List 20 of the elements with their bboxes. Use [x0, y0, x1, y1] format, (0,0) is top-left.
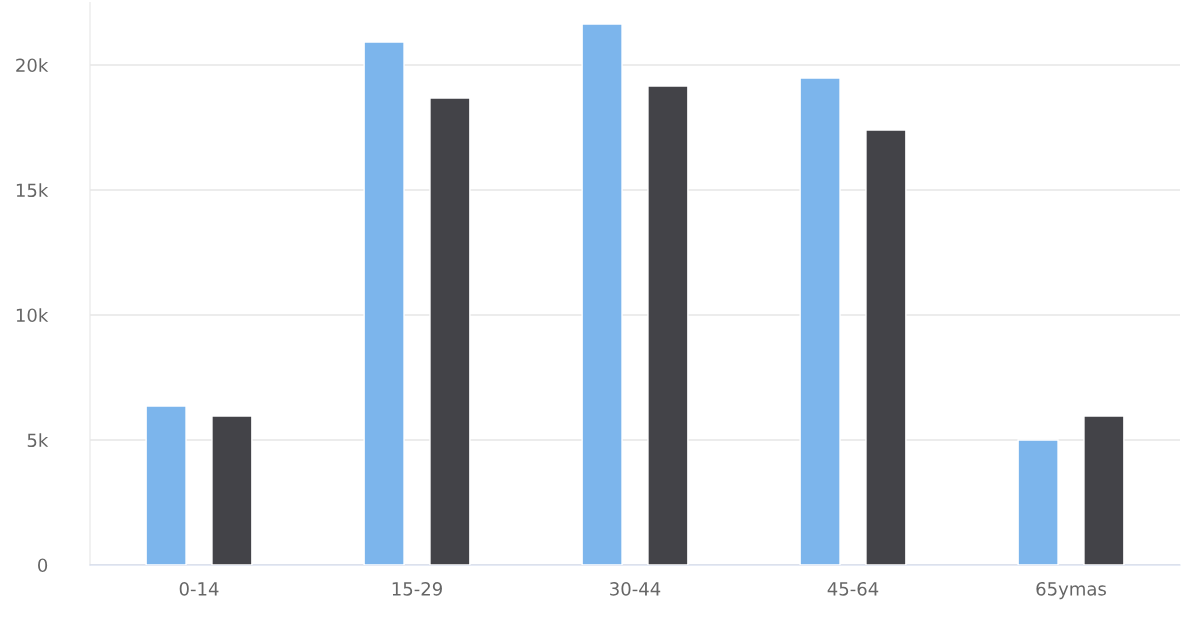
y-tick-label: 20k — [16, 58, 49, 73]
y-tick-label: 5k — [27, 433, 49, 448]
x-tick-label: 65ymas — [1036, 581, 1106, 600]
x-tick-label: 30-44 — [610, 581, 661, 596]
y-tick-label: 10k — [16, 308, 49, 323]
x-tick-label: 0-14 — [179, 581, 219, 596]
x-tick-label: 15-29 — [392, 581, 442, 596]
bar — [799, 77, 841, 565]
bar — [865, 129, 907, 565]
bar — [211, 415, 253, 565]
y-tick-label: 15k — [16, 183, 49, 198]
bar — [581, 23, 623, 565]
bar — [429, 97, 471, 565]
bar — [1083, 415, 1125, 565]
bar — [145, 405, 187, 565]
bar — [1017, 439, 1059, 565]
y-tick-label: 0 — [38, 558, 48, 573]
bar — [647, 85, 689, 565]
x-tick-label: 45-64 — [827, 581, 879, 596]
bar — [363, 41, 405, 565]
